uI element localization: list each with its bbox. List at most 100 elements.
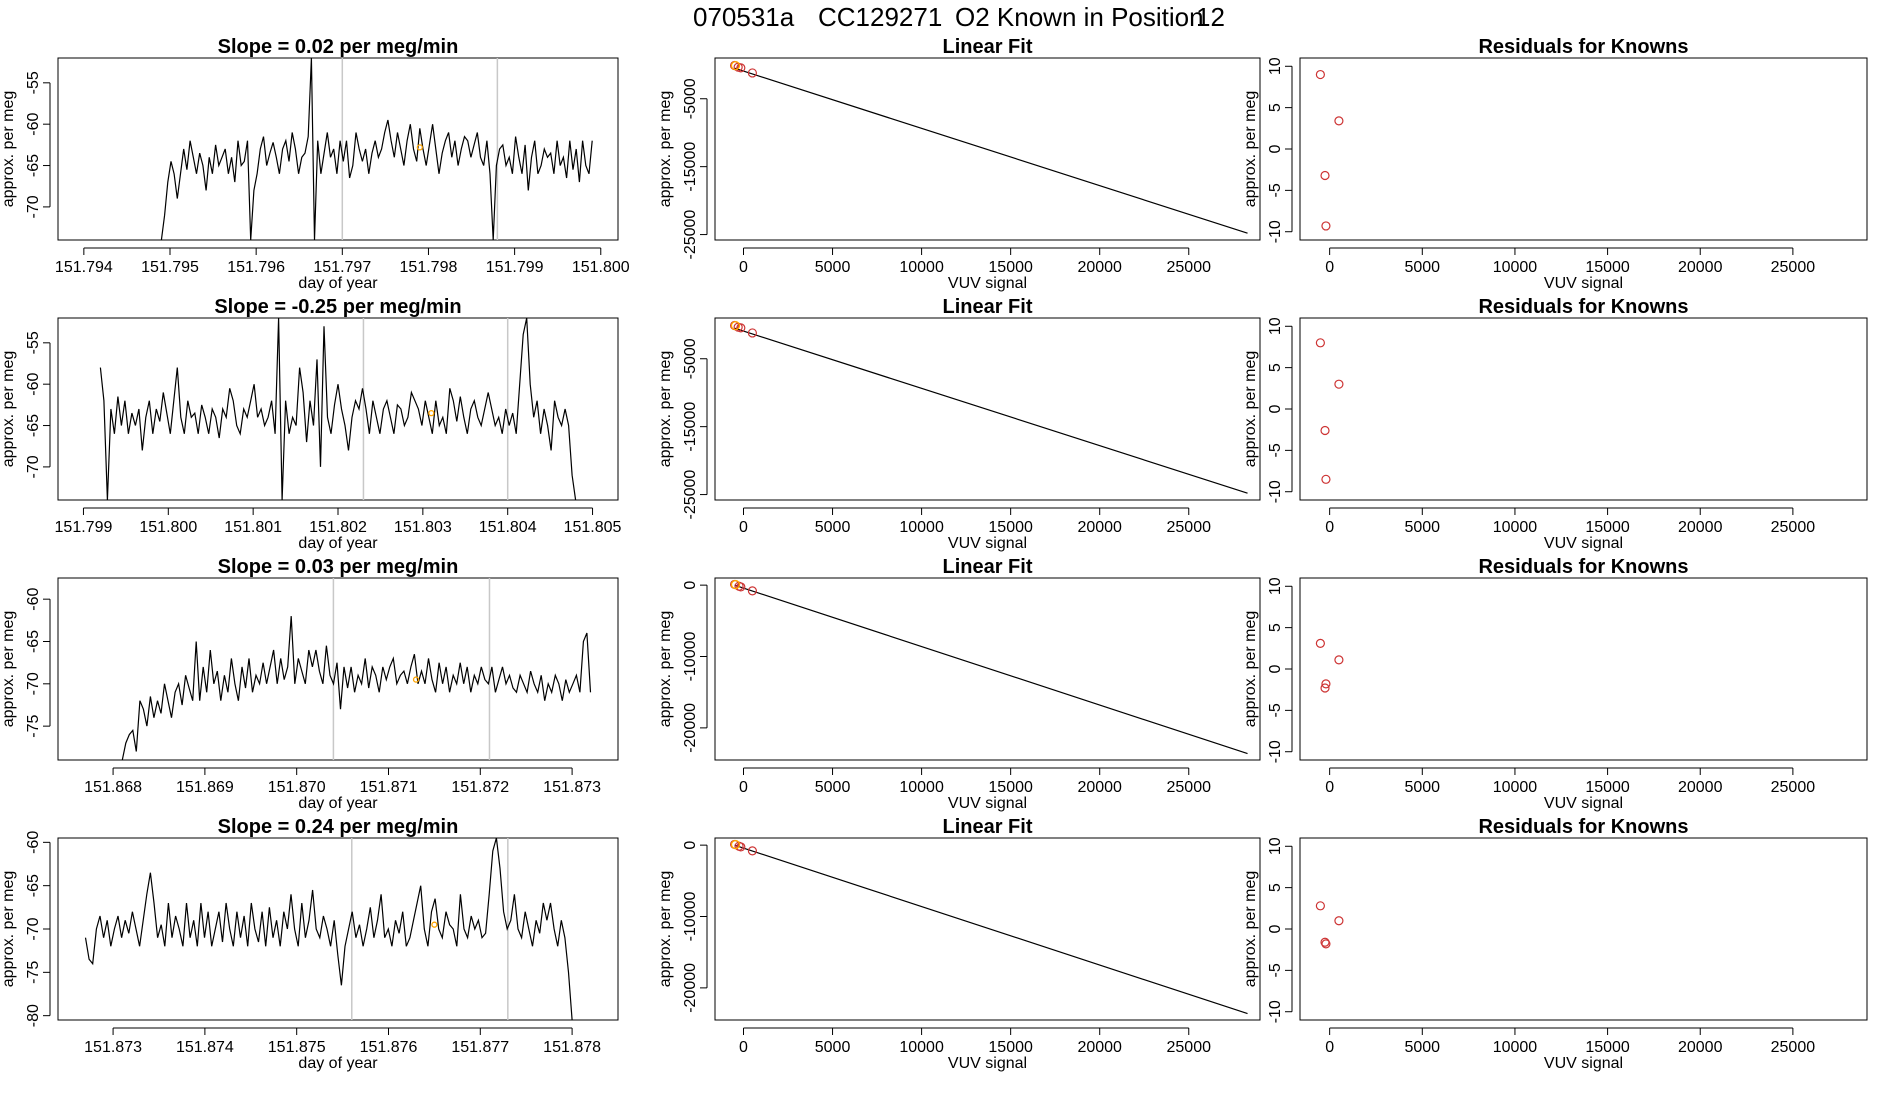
y-axis-label: approx. per meg — [0, 91, 17, 208]
x-tick-label: 151.870 — [268, 779, 326, 796]
y-tick-label: 10 — [1267, 837, 1284, 855]
known-point — [1315, 638, 1325, 648]
x-tick-label: 151.875 — [268, 1039, 326, 1056]
y-tick-label: -65 — [25, 630, 42, 653]
panel-r1-c2: Residuals for Knowns 0 5000 10000 15000 20000… — [1242, 296, 1868, 552]
known-point — [1320, 937, 1330, 947]
y-tick-label: -5000 — [682, 78, 699, 119]
known-point — [1320, 170, 1330, 181]
x-tick-label: 15000 — [988, 779, 1033, 796]
slope-title: Slope = 0.24 per meg/min — [218, 816, 459, 838]
x-tick-label: 25000 — [1167, 1039, 1212, 1056]
x-tick-label: 151.800 — [572, 259, 630, 276]
plot-area — [99, 318, 577, 500]
x-axis-label: VUV signal — [1544, 1055, 1623, 1072]
x-tick-label: 151.803 — [394, 519, 452, 536]
y-tick-label: -20000 — [682, 963, 699, 1013]
x-tick-label: 0 — [739, 519, 748, 536]
y-axis-label: approx. per meg — [1242, 351, 1259, 468]
plot-frame — [714, 577, 1261, 761]
x-tick-label: 151.799 — [486, 259, 544, 276]
x-axis-label: day of year — [298, 535, 378, 552]
x-tick-label: 25000 — [1771, 779, 1816, 796]
y-axis-label: approx. per meg — [657, 351, 674, 468]
y-tick-label: -65 — [25, 874, 42, 897]
x-tick-label: 25000 — [1771, 519, 1816, 536]
x-tick-label: 15000 — [988, 1039, 1033, 1056]
panel-r3-c1: Linear Fit 0 5000 10000 15000 20000 25000 VUV s… — [657, 816, 1261, 1072]
x-tick-label: 151.872 — [451, 779, 509, 796]
x-tick-label: 10000 — [1493, 519, 1538, 536]
y-tick-label: -15000 — [682, 402, 699, 452]
plot-area — [729, 60, 1248, 234]
x-tick-label: 20000 — [1678, 779, 1723, 796]
x-tick-label: 10000 — [899, 259, 944, 276]
known-point — [736, 582, 746, 592]
plot-frame — [57, 317, 619, 501]
x-tick-label: 5000 — [1404, 259, 1440, 276]
x-tick-label: 20000 — [1077, 259, 1122, 276]
y-tick-label: 10 — [1267, 57, 1284, 75]
time-series-line — [160, 58, 593, 240]
plot-frame — [1299, 57, 1868, 241]
panel-grid: Slope = 0.02 per meg/min 151.794 151.795 15… — [0, 36, 1868, 1072]
x-tick-label: 20000 — [1678, 259, 1723, 276]
x-tick-label: 151.871 — [360, 779, 418, 796]
y-tick-label: -65 — [25, 154, 42, 177]
y-tick-label: -10000 — [682, 632, 699, 682]
y-tick-label: 0 — [1267, 924, 1284, 933]
panel-r1-c1: Linear Fit 0 5000 10000 15000 20000 25000 VUV s… — [657, 296, 1261, 552]
known-point — [747, 328, 758, 338]
x-tick-label: 25000 — [1167, 779, 1212, 796]
slope-value: -0.25 — [292, 296, 338, 318]
panel-title: Residuals for Knowns — [1478, 296, 1688, 318]
panel-title: Residuals for Knowns — [1478, 816, 1688, 838]
fit-line — [734, 327, 1248, 494]
known-point — [1321, 679, 1331, 689]
x-tick-label: 151.800 — [139, 519, 197, 536]
plot-frame — [1299, 577, 1868, 761]
slope-value: 0.03 — [295, 556, 334, 578]
x-tick-label: 0 — [1325, 519, 1334, 536]
y-tick-label: -10 — [1267, 220, 1284, 243]
y-tick-label: -60 — [25, 587, 42, 610]
y-tick-label: -70 — [25, 917, 42, 940]
y-tick-label: -55 — [25, 71, 42, 94]
x-tick-label: 20000 — [1678, 1039, 1723, 1056]
fit-line — [734, 67, 1248, 234]
y-tick-label: 10 — [1267, 577, 1284, 595]
panel-r2-c1: Linear Fit 0 5000 10000 15000 20000 25000 VUV s… — [657, 556, 1261, 812]
x-tick-label: 25000 — [1771, 1039, 1816, 1056]
x-tick-label: 20000 — [1077, 519, 1122, 536]
slope-title-prefix: Slope = — [214, 296, 291, 318]
known-point — [1320, 425, 1330, 436]
x-tick-label: 151.805 — [564, 519, 622, 536]
x-tick-label: 5000 — [815, 519, 851, 536]
y-tick-label: -5 — [1267, 703, 1284, 717]
x-tick-label: 0 — [1325, 779, 1334, 796]
slope-title-suffix: per meg/min — [334, 556, 458, 578]
y-axis-label: approx. per meg — [0, 871, 17, 988]
time-series-line — [121, 616, 592, 760]
panel-r2-c2: Residuals for Knowns 0 5000 10000 15000 20000… — [1242, 556, 1868, 812]
plot-area — [1315, 338, 1344, 484]
x-axis-label: VUV signal — [1544, 795, 1623, 812]
panel-r0-c0: Slope = 0.02 per meg/min 151.794 151.795 15… — [0, 36, 630, 292]
x-tick-label: 151.869 — [176, 779, 234, 796]
slope-title-suffix: per meg/min — [334, 36, 458, 58]
x-tick-label: 151.877 — [451, 1039, 509, 1056]
known-point — [1315, 69, 1325, 80]
x-axis-label: VUV signal — [1544, 535, 1623, 552]
y-tick-label: -70 — [25, 195, 42, 218]
y-tick-label: -75 — [25, 961, 42, 984]
x-tick-label: 5000 — [1404, 1039, 1440, 1056]
known-point — [747, 586, 758, 596]
y-tick-label: 10 — [1267, 317, 1284, 335]
known-point — [1334, 116, 1344, 126]
slope-value: 0.24 — [295, 816, 335, 838]
figure-title-cylinder: CC129271 — [818, 2, 942, 32]
y-tick-label: -10 — [1267, 480, 1284, 503]
plot-frame — [714, 317, 1261, 501]
y-tick-label: -25000 — [682, 470, 699, 520]
x-tick-label: 10000 — [1493, 259, 1538, 276]
